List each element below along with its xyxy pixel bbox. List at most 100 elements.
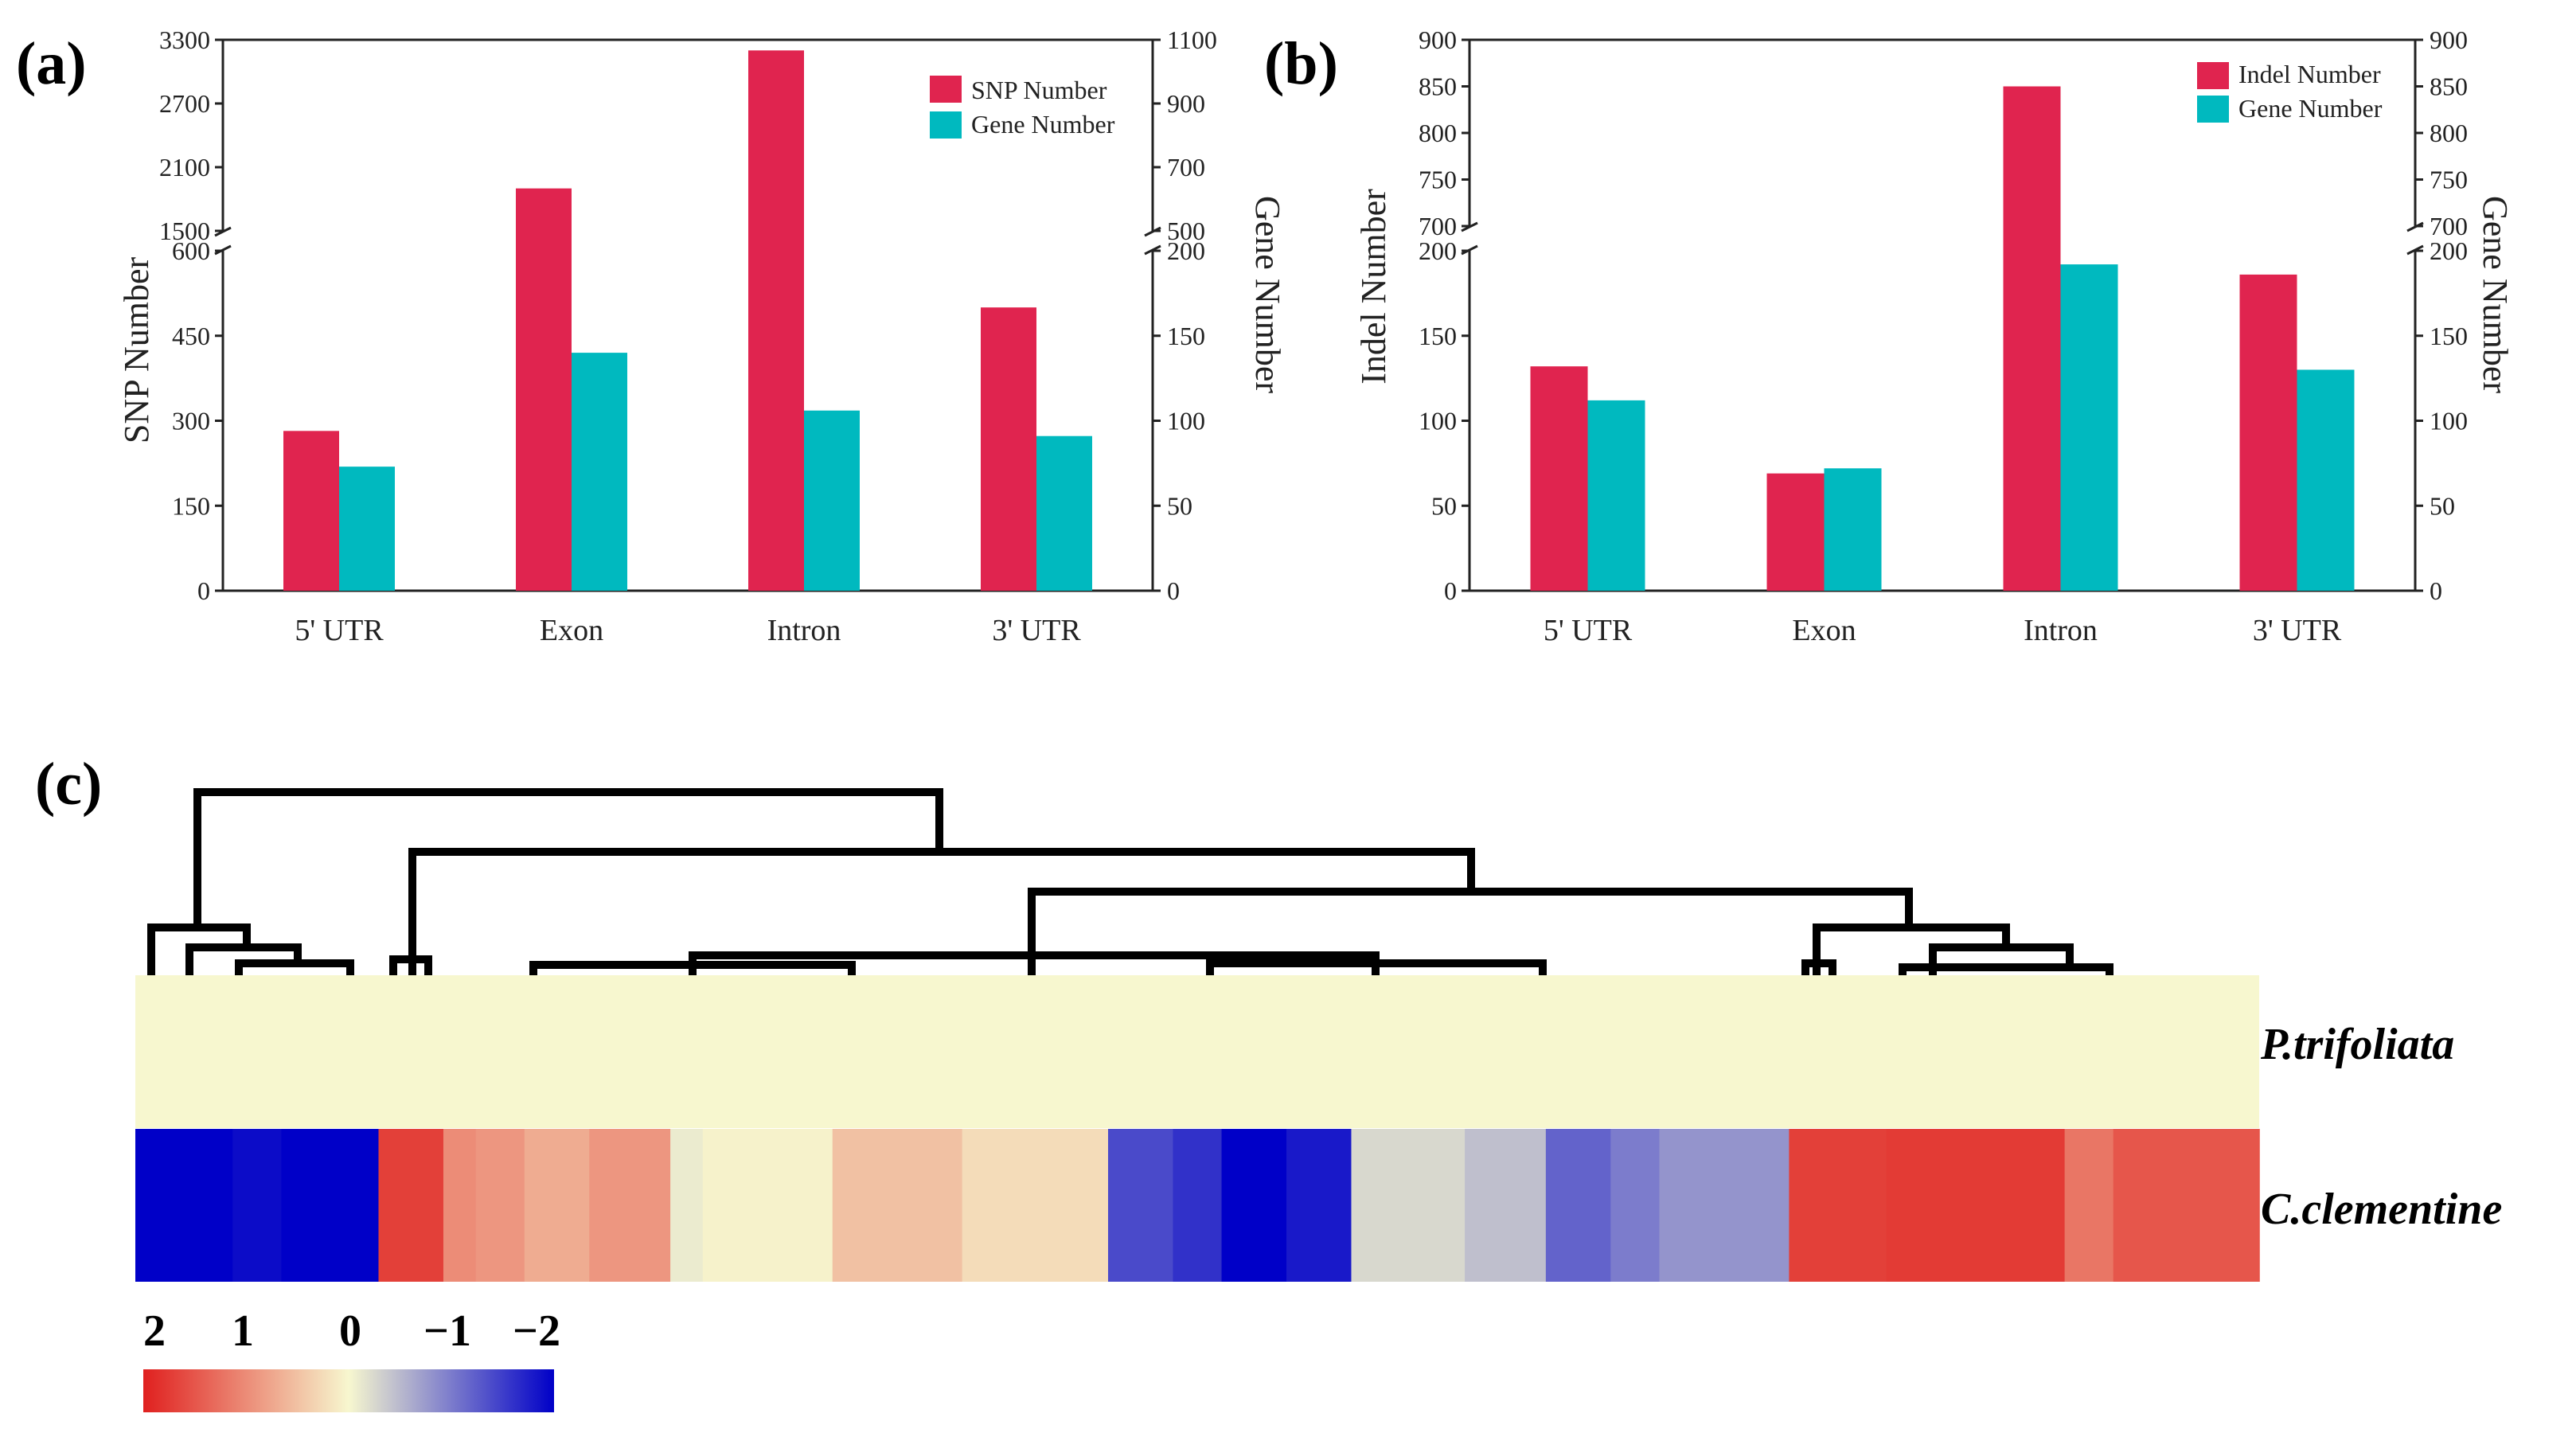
- dendrogram-link: [389, 955, 432, 975]
- dendrogram-link: [235, 959, 354, 975]
- bar-snp-number: [283, 431, 339, 591]
- heatmap-cell: [1286, 1129, 1352, 1282]
- tick-label: 100: [1419, 407, 1457, 435]
- tick-label: 800: [2430, 119, 2468, 147]
- tick-label: 50: [1431, 491, 1457, 520]
- color-scale: 2 1 0 −1 −2: [143, 1306, 560, 1412]
- panel-a-y2-label: Gene Number: [1248, 196, 1287, 393]
- bar-snp-number: [981, 307, 1036, 591]
- category-label: 5' UTR: [1544, 614, 1633, 647]
- panel-a-bars: [283, 50, 1092, 592]
- tick-label: 150: [1419, 322, 1457, 350]
- panel-a-legend: SNP Number Gene Number: [930, 76, 1115, 139]
- heatmap-cell: [670, 1129, 704, 1282]
- panel-b-y-label: Indel Number: [1354, 189, 1393, 385]
- tick-label: 600: [172, 236, 210, 265]
- tick-label: 450: [172, 322, 210, 350]
- panel-b-legend: Indel Number Gene Number: [2197, 60, 2383, 123]
- dendrogram-link: [1028, 888, 1913, 975]
- heatmap-cell: [475, 1129, 525, 1282]
- heatmap-cell: [589, 1129, 671, 1282]
- bar-indel-number: [1530, 366, 1588, 591]
- dendrogram-link: [1813, 923, 2010, 975]
- bar-gene-number: [2060, 264, 2118, 591]
- tick-label: 50: [2430, 491, 2455, 520]
- tick-label: 900: [1167, 89, 1205, 118]
- legend-label-gene: Gene Number: [971, 110, 1115, 139]
- heatmap-cell: [1610, 1129, 1661, 1282]
- tick-label: 800: [1419, 119, 1457, 147]
- dendrogram-link: [1206, 959, 1547, 975]
- tick-label: 900: [1419, 25, 1457, 54]
- heatmap-cell: [1465, 1129, 1547, 1282]
- bar-gene-number: [339, 467, 395, 591]
- tick-label: 2100: [159, 153, 210, 182]
- dendrogram-link: [185, 943, 302, 975]
- bar-snp-number: [516, 188, 572, 591]
- tick-label: 900: [2430, 25, 2468, 54]
- bar-snp-number: [748, 50, 804, 592]
- legend-swatch-snp: [930, 76, 962, 103]
- legend-swatch-indel: [2197, 62, 2229, 89]
- panel-c-label: (c): [35, 751, 102, 818]
- tick-label: 700: [1167, 153, 1205, 182]
- heatmap-cell: [702, 1129, 833, 1282]
- panel-b-bars: [1530, 86, 2355, 591]
- tick-label: 750: [2430, 166, 2468, 194]
- category-label: Intron: [767, 614, 841, 647]
- heatmap-row-cclementine: [135, 1129, 2260, 1282]
- heatmap-cell: [1221, 1129, 1287, 1282]
- tick-label: 200: [1419, 236, 1457, 265]
- heatmap-cell: [443, 1129, 477, 1282]
- heatmap-cell: [281, 1129, 380, 1282]
- scale-label-neg1: −1: [423, 1306, 471, 1356]
- heatmap-cell: [378, 1129, 444, 1282]
- legend-label-gene-b: Gene Number: [2238, 94, 2383, 123]
- tick-label: 3300: [159, 25, 210, 54]
- heatmap-cell: [1545, 1129, 1612, 1282]
- scale-label-0: 0: [339, 1306, 361, 1356]
- dendrogram-link: [1899, 963, 2113, 975]
- bar-indel-number: [2003, 86, 2061, 591]
- category-label: Exon: [540, 614, 603, 647]
- tick-label: 1100: [1167, 25, 1217, 54]
- tick-label: 150: [172, 491, 210, 520]
- tick-label: 0: [1444, 576, 1457, 605]
- tick-label: 150: [2430, 322, 2468, 350]
- category-label: 3' UTR: [992, 614, 1081, 647]
- panel-b-ticks: 0501001502007007508008509000501001502007…: [1419, 25, 2468, 605]
- dendrogram-root: [193, 788, 943, 927]
- tick-label: 500: [1167, 217, 1205, 245]
- category-label: Intron: [2024, 614, 2098, 647]
- panel-b-label: (b): [1264, 30, 1338, 97]
- heatmap-row-ptrifoliata: [135, 975, 2259, 1128]
- panel-a-y-label: SNP Number: [117, 257, 156, 444]
- legend-swatch-gene: [930, 111, 962, 139]
- panel-a-label: (a): [16, 30, 87, 97]
- bar-gene-number: [572, 353, 627, 591]
- heatmap-cell: [832, 1129, 963, 1282]
- panel-b-categories: 5' UTR Exon Intron 3' UTR: [1544, 614, 2342, 647]
- tick-label: 0: [2430, 576, 2442, 605]
- tick-label: 750: [1419, 166, 1457, 194]
- tick-label: 2700: [159, 89, 210, 118]
- panel-c: (c) P.trifoliata C.clementine 2 1 0 −1 −…: [35, 751, 2502, 1412]
- tick-label: 700: [1419, 212, 1457, 240]
- heatmap-cell: [962, 1129, 1109, 1282]
- scale-label-neg2: −2: [513, 1306, 560, 1356]
- legend-label-indel: Indel Number: [2238, 60, 2381, 88]
- bar-gene-number: [1587, 400, 1645, 591]
- heatmap-cell: [1107, 1129, 1174, 1282]
- tick-label: 150: [1167, 322, 1205, 350]
- dendrogram-link: [408, 848, 1475, 975]
- tick-label: 50: [1167, 491, 1192, 520]
- tick-label: 100: [1167, 407, 1205, 435]
- tick-label: 1500: [159, 217, 210, 245]
- bar-gene-number: [1036, 435, 1092, 591]
- heatmap-cell: [232, 1129, 283, 1282]
- heatmap-cell: [2064, 1129, 2114, 1282]
- tick-label: 850: [2430, 72, 2468, 101]
- category-label: 5' UTR: [295, 614, 384, 647]
- dendrogram-link: [147, 923, 251, 975]
